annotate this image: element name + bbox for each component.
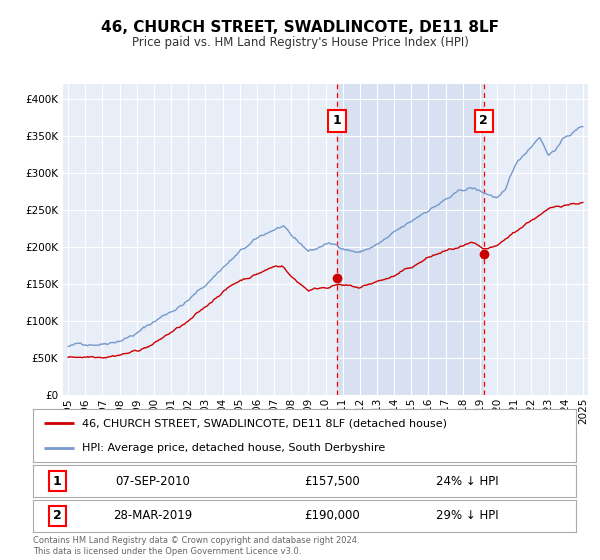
Text: 2: 2 — [53, 509, 62, 522]
Text: HPI: Average price, detached house, South Derbyshire: HPI: Average price, detached house, Sout… — [82, 442, 385, 452]
Text: 1: 1 — [53, 474, 62, 488]
Text: £190,000: £190,000 — [304, 509, 359, 522]
Text: 2: 2 — [479, 114, 488, 128]
Text: 46, CHURCH STREET, SWADLINCOTE, DE11 8LF (detached house): 46, CHURCH STREET, SWADLINCOTE, DE11 8LF… — [82, 418, 447, 428]
Text: 46, CHURCH STREET, SWADLINCOTE, DE11 8LF: 46, CHURCH STREET, SWADLINCOTE, DE11 8LF — [101, 20, 499, 35]
Text: 07-SEP-2010: 07-SEP-2010 — [115, 474, 190, 488]
Bar — [337, 84, 484, 395]
Text: Price paid vs. HM Land Registry's House Price Index (HPI): Price paid vs. HM Land Registry's House … — [131, 36, 469, 49]
Text: 1: 1 — [332, 114, 341, 128]
Text: £157,500: £157,500 — [304, 474, 359, 488]
Text: 29% ↓ HPI: 29% ↓ HPI — [436, 509, 499, 522]
Text: Contains HM Land Registry data © Crown copyright and database right 2024.
This d: Contains HM Land Registry data © Crown c… — [33, 536, 359, 556]
Text: 28-MAR-2019: 28-MAR-2019 — [113, 509, 192, 522]
Text: 24% ↓ HPI: 24% ↓ HPI — [436, 474, 499, 488]
